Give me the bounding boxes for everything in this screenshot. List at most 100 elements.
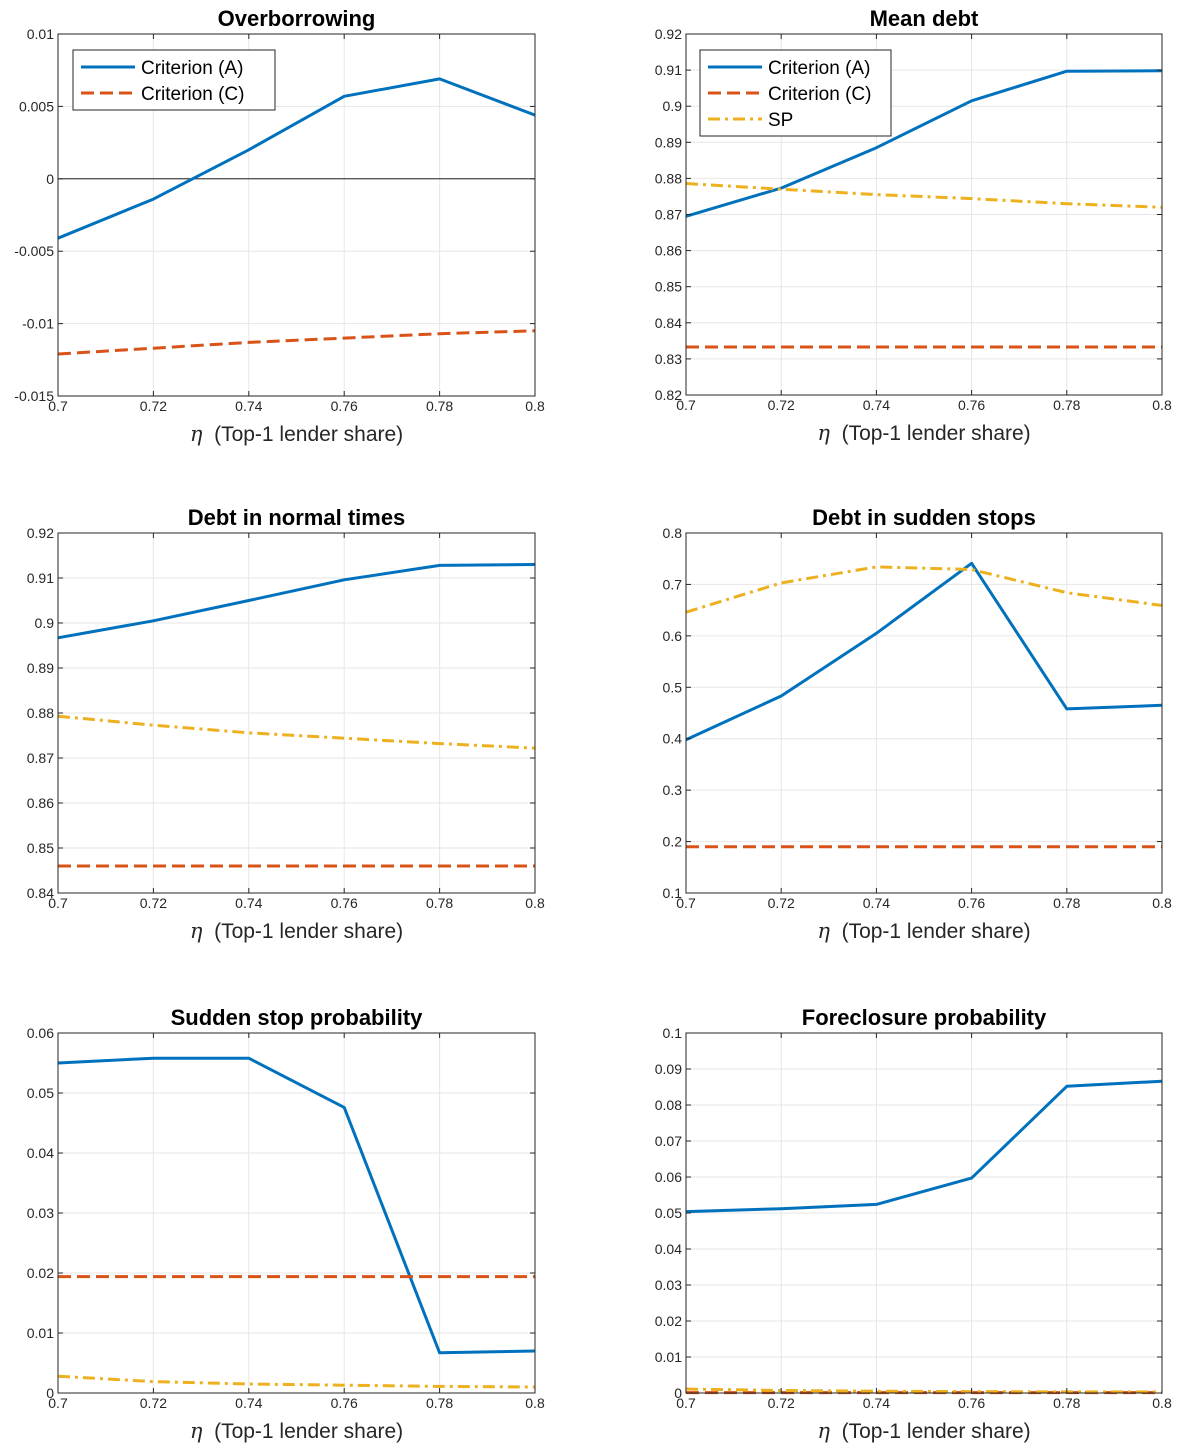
y-tick-label: 0.9 <box>663 98 683 114</box>
y-tick-label: 0.92 <box>655 26 682 42</box>
x-tick-label: 0.76 <box>958 1395 985 1411</box>
chart-panel-6: 0.7 0.72 0.74 0.76 0.78 0.8 0 0.01 0.02 0.03 0.04 0… <box>655 1005 1172 1443</box>
x-tick-label: 0.8 <box>525 1395 545 1411</box>
legend: Criterion (A) Criterion (C) <box>72 49 276 111</box>
legend-label: Criterion (A) <box>141 58 243 79</box>
y-tick-label: 0.01 <box>655 1349 682 1365</box>
x-tick-label: 0.78 <box>1053 397 1080 413</box>
y-tick-label: 0.85 <box>27 840 54 856</box>
y-tick-label: 0.03 <box>27 1205 54 1221</box>
x-tick-label: 0.8 <box>525 895 545 911</box>
x-tick-label: 0.74 <box>863 895 890 911</box>
x-tick-label: 0.7 <box>676 397 696 413</box>
x-tick-label: 0.74 <box>235 398 262 414</box>
x-tick-label: 0.72 <box>768 397 795 413</box>
y-tick-label: 0.7 <box>663 576 683 592</box>
x-tick-label: 0.72 <box>768 895 795 911</box>
series-line-criterion-a <box>57 563 536 640</box>
chart-title: Sudden stop probability <box>171 1005 424 1030</box>
legend-label: Criterion (C) <box>141 84 244 105</box>
y-tick-label: 0.8 <box>663 525 683 541</box>
x-tick-label: 0.7 <box>48 895 68 911</box>
y-tick-label: 0.09 <box>655 1061 682 1077</box>
series-line-sp <box>57 1374 536 1389</box>
y-tick-label: 0.05 <box>655 1205 682 1221</box>
chart-title: Debt in sudden stops <box>812 505 1036 530</box>
legend: Criterion (A) Criterion (C) SP <box>699 49 892 137</box>
y-tick-label: 0.84 <box>27 885 54 901</box>
y-tick-label: 0.2 <box>663 834 683 850</box>
y-tick-label: 0.04 <box>655 1241 682 1257</box>
y-tick-label: 0.03 <box>655 1277 682 1293</box>
y-tick-label: 0.6 <box>663 628 683 644</box>
x-axis-symbol: η <box>190 919 203 943</box>
chart-panel-5: 0.7 0.72 0.74 0.76 0.78 0.8 0 0.01 0.02 0.03 0.04 0… <box>27 1005 545 1443</box>
x-axis-symbol: η <box>817 421 830 445</box>
y-tick-label: 0.05 <box>27 1085 54 1101</box>
y-tick-label: 0.01 <box>27 1325 54 1341</box>
series-line-sp <box>685 565 1163 614</box>
chart-panel-1: 0.7 0.72 0.74 0.76 0.78 0.8 -0.015 -0.01 -0.005 0… <box>14 6 545 446</box>
y-tick-label: -0.015 <box>14 388 54 404</box>
x-axis-label: η (Top-1 lender share) <box>190 1419 403 1443</box>
x-axis-label-text: (Top-1 lender share) <box>202 1420 403 1443</box>
y-tick-label: -0.005 <box>14 243 54 259</box>
x-tick-label: 0.8 <box>1152 1395 1172 1411</box>
x-tick-label: 0.78 <box>426 895 453 911</box>
x-axis-label: η (Top-1 lender share) <box>817 421 1030 445</box>
x-tick-label: 0.78 <box>1053 1395 1080 1411</box>
x-tick-label: 0.78 <box>426 1395 453 1411</box>
chart-panel-2: 0.7 0.72 0.74 0.76 0.78 0.8 0.82 0.83 0.84 0.85 0.… <box>655 6 1172 445</box>
series-line-criterion-a <box>685 69 1163 218</box>
x-axis-symbol: η <box>817 919 830 943</box>
series-line-criterion-a <box>685 1079 1163 1214</box>
y-tick-label: 0.08 <box>655 1097 682 1113</box>
y-tick-label: 0.87 <box>655 207 682 223</box>
y-tick-label: 0.4 <box>663 731 683 747</box>
x-tick-label: 0.7 <box>48 398 68 414</box>
x-axis-label: η (Top-1 lender share) <box>190 919 403 943</box>
y-tick-label: 0.89 <box>655 134 682 150</box>
chart-title: Overborrowing <box>218 6 376 31</box>
x-axis-label-text: (Top-1 lender share) <box>202 423 403 446</box>
y-tick-label: 0.84 <box>655 315 682 331</box>
y-tick-label: 0 <box>46 1385 54 1401</box>
series-line-sp <box>685 1387 1162 1394</box>
legend-label: Criterion (C) <box>768 84 871 105</box>
legend-label: SP <box>768 110 793 131</box>
x-axis-label: η (Top-1 lender share) <box>817 1419 1030 1443</box>
x-axis-label-text: (Top-1 lender share) <box>830 920 1031 943</box>
y-tick-label: 0.91 <box>655 62 682 78</box>
y-tick-label: 0.89 <box>27 660 54 676</box>
y-tick-label: 0.01 <box>27 26 54 42</box>
x-tick-label: 0.76 <box>958 895 985 911</box>
x-tick-label: 0.7 <box>48 1395 68 1411</box>
x-tick-label: 0.7 <box>676 1395 696 1411</box>
y-tick-label: 0.07 <box>655 1133 682 1149</box>
y-tick-label: 0.86 <box>27 795 54 811</box>
x-tick-label: 0.8 <box>1152 397 1172 413</box>
legend-label: Criterion (A) <box>768 58 870 79</box>
y-tick-label: 0.04 <box>27 1145 54 1161</box>
chart-title: Debt in normal times <box>188 505 406 530</box>
series-line-criterion-a <box>57 77 536 240</box>
x-tick-label: 0.72 <box>768 1395 795 1411</box>
chart-title: Mean debt <box>870 6 979 31</box>
y-tick-label: 0.85 <box>655 279 682 295</box>
x-tick-label: 0.7 <box>676 895 696 911</box>
y-tick-label: 0.88 <box>655 170 682 186</box>
x-tick-label: 0.76 <box>958 397 985 413</box>
x-axis-symbol: η <box>817 1419 830 1443</box>
axes-box <box>57 33 536 397</box>
y-tick-label: -0.01 <box>22 316 54 332</box>
x-tick-label: 0.72 <box>140 398 167 414</box>
y-tick-label: 0.82 <box>655 387 682 403</box>
series-line-sp <box>685 182 1163 209</box>
y-tick-label: 0.06 <box>655 1169 682 1185</box>
y-tick-label: 0.02 <box>655 1313 682 1329</box>
chart-panel-3: 0.7 0.72 0.74 0.76 0.78 0.8 0.84 0.85 0.86 0.87 0.… <box>27 505 545 943</box>
legend-box <box>72 49 276 111</box>
chart-title: Foreclosure probability <box>802 1005 1047 1030</box>
x-tick-label: 0.76 <box>331 895 358 911</box>
